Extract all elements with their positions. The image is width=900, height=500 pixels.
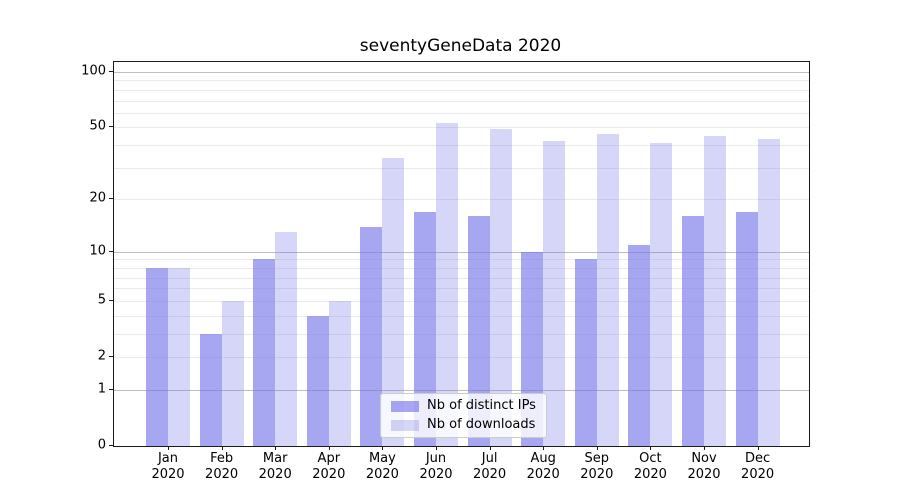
gridline-minor-6 (114, 288, 809, 290)
y-tick-mark-50 (109, 126, 113, 128)
x-tick-label-oct: Oct 2020 (633, 451, 667, 482)
x-tick-mark-aug (543, 446, 545, 450)
gridline-minor-50 (114, 127, 809, 129)
x-tick-label-sep: Sep 2020 (580, 451, 614, 482)
bar-apr-downloads (328, 300, 351, 446)
y-tick-mark-5 (109, 299, 113, 301)
x-tick-mark-jul (489, 446, 491, 450)
y-tick-label-10: 10 (89, 243, 106, 259)
y-tick-label-1: 1 (97, 381, 106, 397)
bar-nov-distinct-ips (682, 216, 704, 446)
gridline-major-100 (114, 72, 809, 73)
y-tick-label-5: 5 (97, 292, 106, 308)
bar-nov-downloads (704, 135, 726, 446)
x-tick-mark-oct (650, 446, 652, 450)
x-tick-mark-mar (275, 446, 277, 450)
y-tick-mark-10 (109, 250, 113, 252)
gridline-minor-7 (114, 277, 809, 279)
x-tick-mark-jan (168, 446, 169, 450)
gridline-minor-20 (114, 199, 809, 201)
x-tick-label-nov: Nov 2020 (687, 451, 721, 482)
gridline-minor-70 (114, 100, 809, 102)
x-tick-label-jul: Jul 2020 (473, 451, 507, 482)
y-tick-label-20: 20 (89, 190, 106, 206)
bar-aug-downloads (543, 141, 566, 446)
y-tick-mark-2 (109, 356, 113, 357)
bar-oct-distinct-ips (628, 244, 651, 446)
y-tick-mark-0 (109, 445, 113, 446)
x-tick-mark-apr (328, 446, 330, 450)
gridline-minor-80 (114, 89, 809, 91)
gridline-major-10 (114, 251, 809, 253)
gridline-minor-8 (114, 267, 809, 269)
x-tick-mark-may (382, 446, 384, 450)
bar-mar-downloads (275, 232, 298, 446)
gridline-minor-9 (114, 259, 809, 261)
bar-feb-distinct-ips (199, 333, 222, 446)
y-tick-label-2: 2 (97, 348, 106, 364)
legend: Nb of distinct IPs Nb of downloads (380, 393, 547, 438)
bar-jul-downloads (489, 129, 512, 446)
legend-swatch-downloads-icon (391, 419, 419, 431)
x-tick-mark-feb (221, 446, 223, 450)
bar-feb-downloads (221, 300, 244, 446)
x-tick-label-jan: Jan 2020 (151, 451, 185, 482)
bar-oct-downloads (650, 143, 673, 446)
gridline-minor-3 (114, 333, 809, 335)
legend-entry-distinct-ips: Nb of distinct IPs (391, 399, 536, 413)
bar-dec-downloads (757, 139, 780, 446)
y-tick-label-0: 0 (97, 437, 106, 453)
gridline-minor-30 (114, 167, 809, 169)
bar-mar-distinct-ips (253, 259, 276, 446)
x-tick-label-dec: Dec 2020 (741, 451, 775, 482)
y-tick-mark-20 (109, 198, 113, 200)
x-tick-label-may: May 2020 (365, 451, 399, 482)
bar-jun-downloads (436, 122, 458, 446)
bar-jan-distinct-ips (146, 267, 168, 446)
legend-label-downloads: Nb of downloads (427, 417, 536, 432)
x-tick-mark-sep (596, 446, 598, 450)
bar-may-distinct-ips (360, 226, 383, 446)
legend-label-distinct-ips: Nb of distinct IPs (427, 398, 536, 413)
x-tick-label-apr: Apr 2020 (312, 451, 346, 482)
bar-apr-distinct-ips (306, 315, 329, 446)
bar-jan-downloads (168, 267, 190, 446)
gridline-minor-90 (114, 80, 809, 82)
gridline-minor-2 (114, 357, 809, 358)
bar-jun-distinct-ips (414, 211, 436, 446)
plot-area (113, 61, 810, 447)
legend-entry-downloads: Nb of downloads (391, 418, 536, 432)
x-tick-mark-jun (436, 446, 437, 450)
gridline-minor-60 (114, 112, 809, 114)
x-tick-label-mar: Mar 2020 (258, 451, 292, 482)
x-tick-label-feb: Feb 2020 (205, 451, 239, 482)
x-tick-label-jun: Jun 2020 (419, 451, 453, 482)
bar-sep-downloads (596, 134, 619, 446)
x-tick-mark-dec (757, 446, 759, 450)
bar-dec-distinct-ips (735, 211, 758, 446)
bar-jul-distinct-ips (467, 216, 490, 446)
x-tick-mark-nov (704, 446, 705, 450)
bar-sep-distinct-ips (574, 259, 597, 446)
y-tick-mark-1 (109, 388, 113, 390)
y-tick-label-50: 50 (89, 118, 106, 134)
y-tick-mark-100 (109, 71, 113, 72)
x-tick-label-aug: Aug 2020 (526, 451, 560, 482)
gridline-minor-40 (114, 145, 809, 147)
gridline-major-1 (114, 389, 809, 391)
gridline-minor-5 (114, 300, 809, 302)
bar-may-downloads (382, 157, 405, 446)
gridline-minor-4 (114, 315, 809, 317)
chart-title: seventyGeneData 2020 (359, 36, 562, 56)
legend-swatch-distinct-ips-icon (391, 400, 419, 412)
y-tick-label-100: 100 (81, 63, 106, 79)
